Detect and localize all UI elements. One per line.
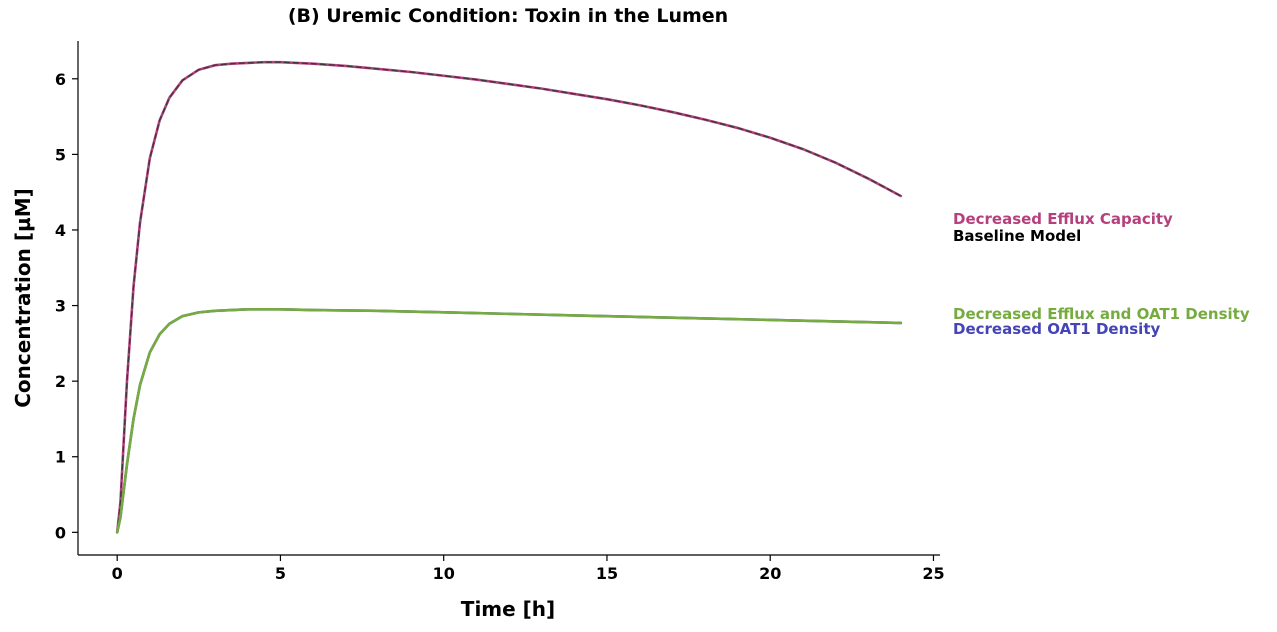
- series-line-baseline-model: [116, 61, 902, 534]
- legend-label-decreased-efflux-and-oat1-density: Decreased Efflux and OAT1 Density: [953, 305, 1250, 323]
- y-axis-label: Concentration [µM]: [11, 188, 35, 408]
- chart-title: (B) Uremic Condition: Toxin in the Lumen: [288, 5, 728, 27]
- x-tick-label-0: 0: [112, 564, 123, 583]
- legend-label-decreased-efflux-capacity: Decreased Efflux Capacity: [953, 210, 1173, 228]
- legend: Decreased Efflux Capacity Baseline Model…: [953, 210, 1250, 338]
- y-tick-label-5: 5: [55, 145, 66, 164]
- plot-area: [115, 60, 903, 534]
- legend-label-baseline-model: Baseline Model: [953, 227, 1081, 245]
- x-axis-label: Time [h]: [461, 597, 555, 621]
- y-tick-label-4: 4: [55, 221, 66, 240]
- y-axis-ticks: 0 1 2 3 4 5 6: [55, 70, 78, 542]
- series-line-decreased-oat1-density: [115, 308, 903, 534]
- y-tick-label-0: 0: [55, 523, 66, 542]
- x-tick-label-2: 10: [433, 564, 455, 583]
- x-axis-ticks: 0 5 10 15 20 25: [112, 555, 945, 583]
- legend-label-decreased-oat1-density: Decreased OAT1 Density: [953, 320, 1160, 338]
- x-tick-label-5: 25: [922, 564, 944, 583]
- x-tick-label-1: 5: [275, 564, 286, 583]
- y-tick-label-1: 1: [55, 448, 66, 467]
- x-tick-label-4: 20: [759, 564, 781, 583]
- series-line-decreased-efflux-capacity: [115, 60, 903, 534]
- y-tick-label-6: 6: [55, 70, 66, 89]
- x-tick-label-3: 15: [596, 564, 618, 583]
- y-tick-label-2: 2: [55, 372, 66, 391]
- y-tick-label-3: 3: [55, 297, 66, 316]
- series-line-decreased-efflux-and-oat1-density: [115, 308, 903, 534]
